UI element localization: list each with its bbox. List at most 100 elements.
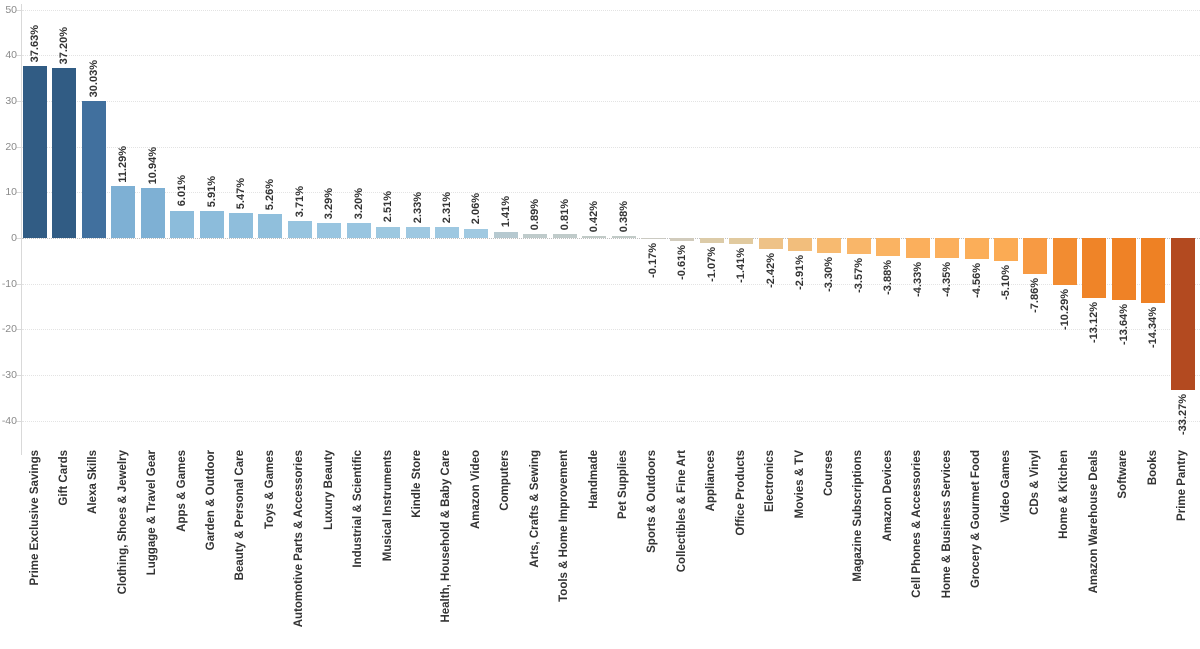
bar-value-label: -13.64% <box>1117 304 1130 346</box>
bar-value-label: 10.94% <box>146 146 159 185</box>
category-label: CDs & Vinyl <box>1028 450 1041 515</box>
gridline <box>22 146 1200 148</box>
y-axis-tick-label: 40 <box>5 49 17 62</box>
zero-gridline <box>22 238 1200 239</box>
bar[interactable] <box>994 238 1019 262</box>
gridline <box>22 55 1200 57</box>
bar[interactable] <box>1023 238 1048 274</box>
category-label: Amazon Devices <box>881 450 894 542</box>
category-label: Gift Cards <box>57 450 70 506</box>
bar-value-label: -2.91% <box>794 255 807 291</box>
y-axis-tick <box>16 146 21 148</box>
bar-value-label: -5.10% <box>1000 265 1013 301</box>
bar[interactable] <box>464 228 489 238</box>
y-axis-tick <box>16 192 21 194</box>
bar[interactable] <box>23 66 47 238</box>
y-axis-tick-label: -10 <box>1 277 17 290</box>
category-label: Industrial & Scientific <box>352 450 365 568</box>
bar[interactable] <box>846 238 871 255</box>
bar-value-label: -2.42% <box>764 253 777 288</box>
bar[interactable] <box>376 226 401 238</box>
bar[interactable] <box>817 238 842 254</box>
bar[interactable] <box>1082 238 1107 298</box>
bar[interactable] <box>493 231 518 238</box>
bar-value-label: 0.42% <box>588 200 601 233</box>
category-label: Collectibles & Fine Art <box>675 450 688 573</box>
bar[interactable] <box>670 238 695 241</box>
bar-value-label: 2.06% <box>470 193 483 225</box>
bar[interactable] <box>729 238 754 245</box>
bar[interactable] <box>699 238 724 243</box>
bar[interactable] <box>81 100 106 238</box>
y-axis-tick <box>16 238 21 239</box>
bar[interactable] <box>434 227 459 238</box>
y-axis-tick <box>16 283 21 285</box>
bar-value-label: 3.29% <box>323 187 336 219</box>
category-label: Home & Business Services <box>940 450 953 599</box>
category-label: Pet Supplies <box>617 450 629 520</box>
bar[interactable] <box>317 222 342 238</box>
category-label: Software <box>1117 450 1130 499</box>
y-axis-tick <box>16 329 21 331</box>
bar[interactable] <box>405 227 430 238</box>
category-label: Prime Exclusive Savings <box>28 450 41 586</box>
gridline <box>22 283 1200 285</box>
category-label: Toys & Games <box>263 450 276 530</box>
category-label: Amazon Warehouse Deals <box>1087 450 1100 594</box>
bar-value-label: 0.89% <box>529 198 542 230</box>
bar[interactable] <box>758 238 783 250</box>
bar[interactable] <box>640 238 665 239</box>
bar[interactable] <box>111 186 136 238</box>
bar-value-label: -3.57% <box>852 258 865 294</box>
bar[interactable] <box>788 238 813 252</box>
bar-value-label: 37.20% <box>58 26 71 65</box>
bar[interactable] <box>1052 238 1077 285</box>
bar-value-label: -0.61% <box>676 244 689 280</box>
bar[interactable] <box>523 233 548 238</box>
category-label: Kindle Store <box>411 450 424 518</box>
category-label: Prime Pantry <box>1176 450 1189 521</box>
bar[interactable] <box>170 210 195 238</box>
bar[interactable] <box>582 236 607 238</box>
bar[interactable] <box>905 238 930 258</box>
bar-value-label: 5.91% <box>205 175 218 208</box>
gridline <box>22 374 1200 376</box>
category-label: Appliances <box>705 450 718 512</box>
y-axis-line <box>21 4 22 455</box>
bar[interactable] <box>1141 238 1166 304</box>
bar[interactable] <box>199 211 224 238</box>
bar[interactable] <box>964 238 989 259</box>
bar[interactable] <box>611 236 636 238</box>
bar[interactable] <box>876 238 901 256</box>
bar[interactable] <box>287 221 312 238</box>
category-label: Garden & Outdoor <box>205 450 218 551</box>
category-label: Luxury Beauty <box>322 450 335 530</box>
bar-value-label: 30.03% <box>87 59 100 97</box>
bar-value-label: -7.86% <box>1029 277 1042 313</box>
category-label: Beauty & Personal Care <box>234 450 247 581</box>
bar[interactable] <box>346 223 371 238</box>
bar-value-label: -1.41% <box>735 248 748 284</box>
y-axis-tick-label: -30 <box>1 368 17 381</box>
bar-value-label: -14.34% <box>1147 307 1160 349</box>
gridline <box>22 329 1200 331</box>
bar[interactable] <box>228 213 253 238</box>
category-label: Magazine Subscriptions <box>852 450 865 582</box>
bar[interactable] <box>52 68 77 238</box>
bar[interactable] <box>1111 238 1136 301</box>
bar[interactable] <box>552 234 577 238</box>
category-label: Arts, Crafts & Sewing <box>528 450 541 568</box>
category-label: Handmade <box>587 450 600 509</box>
bar-value-label: 0.38% <box>617 201 630 233</box>
bar[interactable] <box>140 188 165 238</box>
category-label: Computers <box>499 450 512 511</box>
bar-value-label: -3.30% <box>823 257 836 292</box>
category-label: Office Products <box>734 450 747 536</box>
bar-value-label: -4.33% <box>911 261 924 297</box>
bar[interactable] <box>935 238 960 258</box>
bar[interactable] <box>258 213 283 238</box>
category-label: Amazon Video <box>469 450 482 530</box>
bar[interactable] <box>1170 238 1195 390</box>
y-axis-tick-label: 50 <box>5 3 17 16</box>
